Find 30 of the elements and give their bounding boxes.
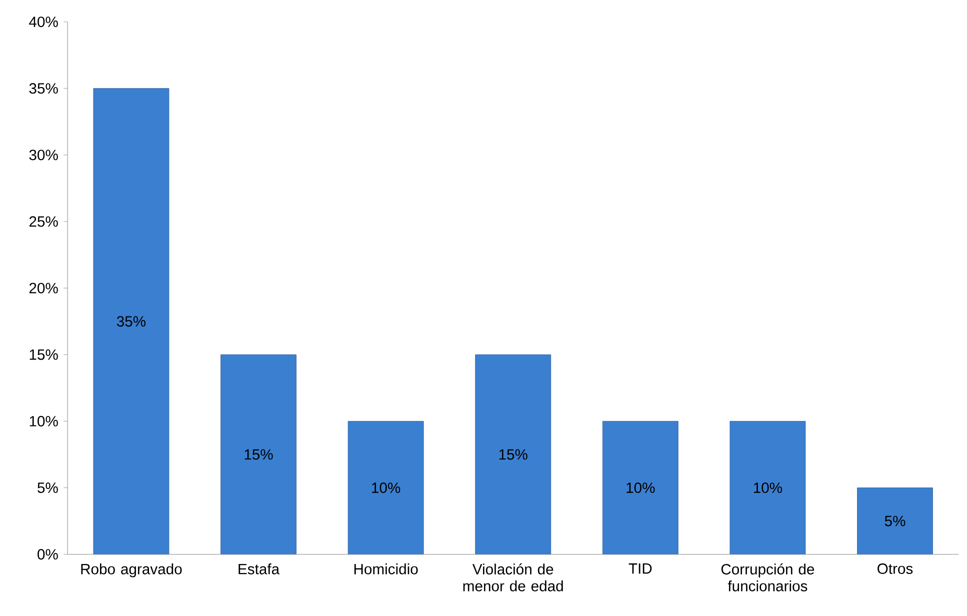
bar <box>93 88 170 554</box>
data-label: 10% <box>754 482 782 494</box>
bar <box>475 354 552 554</box>
x-tick-label: TID <box>628 563 652 574</box>
y-tick-label: 40% <box>29 16 58 28</box>
y-tick-label: 0% <box>38 549 58 560</box>
bar <box>730 421 806 554</box>
x-tick-label: Corrupción de funcionarios <box>721 563 814 592</box>
data-label: 35% <box>116 316 146 327</box>
x-tick-label: Robo agravado <box>81 563 182 578</box>
y-tick-label: 35% <box>29 83 58 94</box>
y-tick-label: 20% <box>29 282 58 294</box>
bar <box>857 488 933 554</box>
bar <box>220 354 296 554</box>
x-tick-label: Estafa <box>238 563 280 574</box>
bar <box>602 421 678 554</box>
data-label: 15% <box>499 449 528 460</box>
x-tick-label: Violación de menor de edad <box>463 563 563 592</box>
y-tick-label: 15% <box>30 349 58 360</box>
y-tick-label: 5% <box>38 482 58 494</box>
x-tick-label: Otros <box>878 563 913 574</box>
y-tick-label: 30% <box>29 150 58 160</box>
data-label: 10% <box>626 482 655 494</box>
data-label: 10% <box>372 482 400 494</box>
x-tick-label: Homicidio <box>354 563 418 574</box>
y-tick-label: 10% <box>30 416 58 426</box>
data-label: 5% <box>884 516 906 526</box>
y-tick-label: 25% <box>29 216 58 227</box>
bar <box>348 421 424 554</box>
data-label: 15% <box>244 449 273 460</box>
